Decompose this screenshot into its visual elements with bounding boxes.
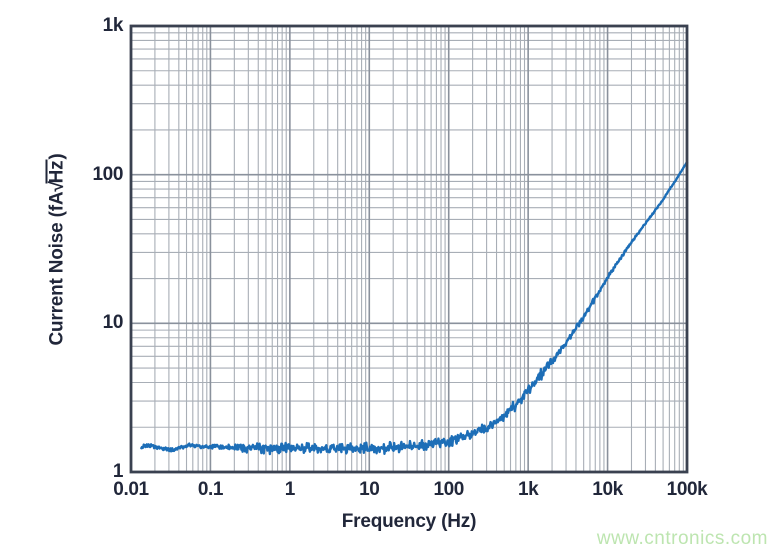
y-axis-label: Current Noise (fA√Hz) — [45, 120, 69, 380]
plot-frame — [129, 24, 689, 474]
grid-major — [131, 26, 687, 472]
x-tick-label: 10k — [592, 479, 623, 500]
x-tick-label: 0.1 — [197, 479, 224, 500]
y-tick-label: 1 — [112, 461, 124, 482]
x-axis-label: Frequency (Hz) — [341, 511, 477, 532]
grid-minor — [131, 26, 687, 472]
x-tick-label: 0.01 — [113, 479, 149, 500]
noise-curve — [140, 161, 689, 456]
x-tick-label: 1 — [284, 479, 296, 500]
x-tick-label: 100 — [433, 479, 464, 500]
y-tick-label: 100 — [92, 163, 123, 185]
watermark: www.cntronics.com — [596, 528, 768, 549]
y-axis-label-close: ) — [46, 153, 68, 160]
y-tick-label: 10 — [102, 312, 124, 334]
x-tick-label: 10 — [359, 479, 380, 500]
y-tick-label: 1k — [102, 15, 124, 36]
x-tick-label: 100k — [666, 479, 708, 500]
x-tick-label: 1k — [517, 479, 539, 500]
